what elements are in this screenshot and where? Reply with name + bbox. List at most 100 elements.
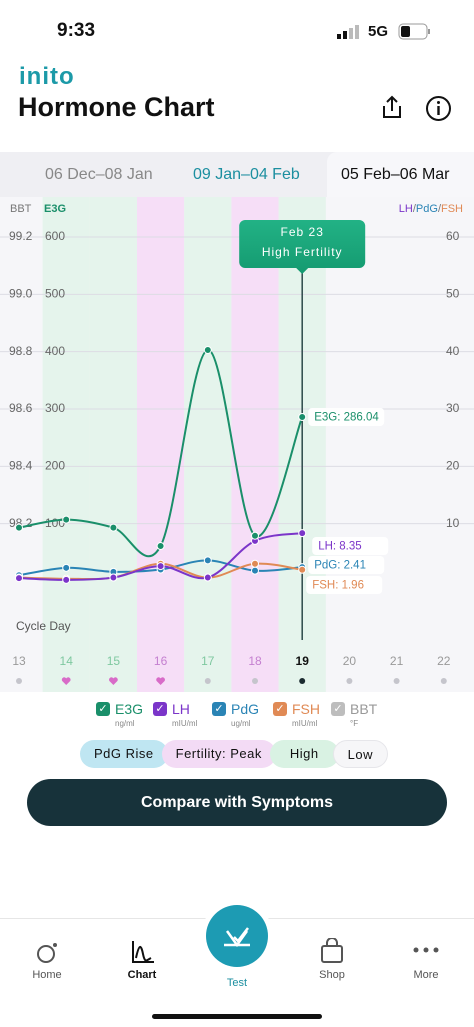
data-point [156, 542, 165, 551]
nav-label[interactable]: Test [226, 977, 248, 989]
legend-checkbox[interactable]: ✓ [273, 702, 287, 716]
data-point [298, 529, 307, 538]
legend: ✓ E3G ng/ml ✓ LH mIU/ml ✓ PdG ug/ml ✓ FSH mIU/ml ✓ BB… [0, 700, 474, 734]
heart-icon [61, 677, 71, 685]
nav-label[interactable]: Shop [319, 969, 345, 981]
data-point [15, 523, 23, 532]
nav-label[interactable]: Chart [127, 969, 157, 981]
day-dot [204, 678, 211, 684]
tab[interactable]: 06 Dec–08 Jan [45, 166, 153, 183]
time: 9:33 [57, 20, 96, 41]
info-icon[interactable] [425, 95, 452, 122]
callout-box [308, 556, 385, 574]
share-icon[interactable] [378, 94, 406, 122]
x-tick-label: 17 [201, 654, 215, 668]
x-tick-label: 14 [60, 654, 74, 668]
legend-checkbox[interactable]: ✓ [96, 702, 110, 716]
legend-checkbox[interactable]: ✓ [153, 702, 167, 716]
heart-icon [156, 677, 165, 685]
phase-band [89, 197, 137, 692]
y3-tick-label: 98.6 [9, 401, 33, 415]
x-tick-label: 15 [107, 654, 121, 668]
callout-label: E3G: 286.04 [314, 412, 379, 424]
x-axis-title: Cycle Day [16, 619, 71, 633]
chart: BBT E3G LH/PdG/FSH10020030040050060098.298… [0, 197, 474, 692]
data-point [62, 575, 71, 584]
y-tick-label: 400 [45, 344, 65, 358]
page-title: Hormone Chart [18, 92, 215, 122]
data-point [251, 531, 259, 540]
signal [337, 25, 359, 39]
legend-name: BBT [350, 701, 378, 717]
x-tick-label: 16 [154, 654, 168, 668]
y2-tick-label: 30 [446, 401, 460, 415]
day-dot [440, 678, 447, 684]
legend-checkbox[interactable]: ✓ [212, 702, 226, 716]
legend-unit: ng/ml [115, 719, 135, 728]
heart-icon [109, 677, 118, 685]
tab-bar: 06 Dec–08 Jan 09 Jan–04 Feb 05 Feb–06 Ma… [0, 152, 474, 197]
legend-unit: °F [350, 719, 359, 728]
callout-box [306, 576, 383, 594]
data-point [298, 413, 307, 422]
more-icon[interactable] [413, 945, 439, 955]
y-tick-label: 300 [45, 401, 65, 415]
legend-unit: mIU/ml [172, 719, 198, 728]
tooltip-box [239, 220, 366, 274]
data-point [203, 573, 212, 582]
home-indicator [152, 1014, 322, 1019]
axis-label: LH/PdG/FSH [399, 203, 463, 215]
data-point [156, 562, 165, 571]
callout-box [308, 408, 385, 427]
chip: PdG Rise [80, 740, 168, 768]
x-tick-label: 22 [437, 654, 451, 668]
x-tick-label: 21 [390, 654, 404, 668]
callout-label: LH: 8.35 [318, 541, 361, 553]
nav-label[interactable]: Home [32, 969, 62, 981]
data-point [251, 559, 259, 568]
data-point [109, 573, 118, 582]
data-point [251, 566, 259, 575]
day-dot [252, 678, 258, 684]
tab[interactable]: 05 Feb–06 Mar [341, 166, 450, 183]
axis-label: E3G [44, 203, 66, 215]
active-tab-bg [327, 152, 474, 197]
y-tick-label: 500 [45, 287, 65, 301]
tab[interactable]: 09 Jan–04 Feb [193, 166, 300, 183]
phase-band [184, 197, 232, 692]
network: 5G [368, 23, 389, 40]
axis-label-part: LH [399, 203, 413, 215]
y2-tick-label: 10 [446, 516, 460, 530]
legend-unit: ug/ml [231, 719, 251, 728]
legend-name: E3G [115, 701, 144, 717]
day-dot [16, 678, 22, 684]
y-tick-label: 100 [45, 516, 65, 530]
day-dot [346, 678, 353, 684]
data-point [62, 563, 71, 572]
y3-tick-label: 98.8 [9, 344, 33, 358]
test-button[interactable] [197, 895, 277, 975]
legend-name: LH [172, 701, 190, 717]
nav-label[interactable]: More [413, 969, 439, 981]
battery [398, 23, 430, 40]
shop-icon[interactable] [319, 938, 345, 964]
x-tick-label: 20 [343, 654, 357, 668]
data-point [109, 523, 118, 532]
axis-label: BBT [10, 203, 32, 215]
data-point [298, 565, 307, 574]
axis-label-part: / [438, 203, 442, 215]
chip: High [269, 740, 339, 768]
legend-name: FSH [292, 701, 320, 717]
chart-icon[interactable] [130, 939, 156, 965]
callout-box [312, 537, 389, 555]
legend-checkbox[interactable]: ✓ [331, 702, 345, 716]
brand: inito [19, 63, 75, 90]
day-dot [299, 678, 306, 684]
home-icon[interactable] [35, 941, 59, 965]
y2-tick-label: 40 [446, 344, 460, 358]
compare-button[interactable]: Compare with Symptoms [27, 779, 447, 826]
callout-label: FSH: 1.96 [312, 580, 364, 592]
axis-label-part: PdG [416, 203, 438, 215]
chip: Fertility: Peak [161, 740, 276, 768]
